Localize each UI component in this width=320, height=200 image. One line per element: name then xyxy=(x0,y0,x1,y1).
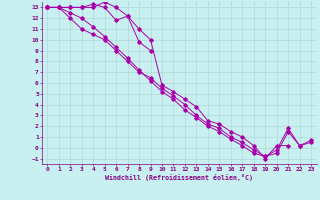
X-axis label: Windchill (Refroidissement éolien,°C): Windchill (Refroidissement éolien,°C) xyxy=(105,174,253,181)
